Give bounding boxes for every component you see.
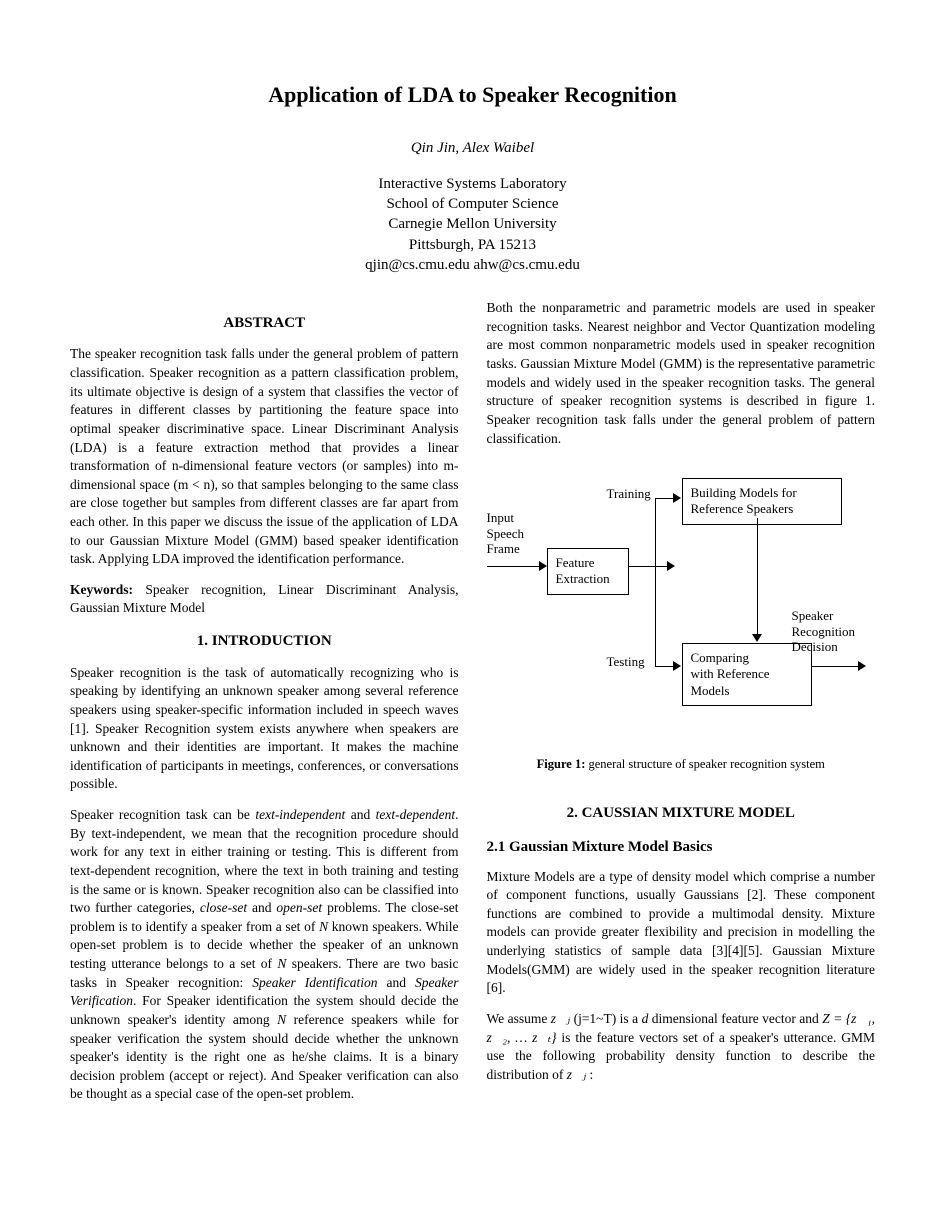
fig-arrow-head [667, 561, 675, 571]
affil-city: Pittsburgh, PA 15213 [70, 235, 875, 255]
fig-arrow-head [752, 634, 762, 642]
figure-1-caption-label: Figure 1: [537, 757, 586, 771]
gmm-p2-c: dimensional feature vector and [648, 1011, 822, 1026]
fig-input-label: Input Speech Frame [487, 510, 542, 557]
gmm-p2: We assume z⃗ⱼ (j=1~T) is a d dimensional… [487, 1010, 876, 1085]
affil-lab: Interactive Systems Laboratory [70, 174, 875, 194]
paper-title: Application of LDA to Speaker Recognitio… [70, 80, 875, 110]
affil-university: Carnegie Mellon University [70, 214, 875, 234]
intro-p2-d: and [247, 900, 276, 915]
intro-p2-c: . By text-independent, we mean that the … [70, 807, 459, 915]
affil-emails: qjin@cs.cmu.edu ahw@cs.cmu.edu [70, 255, 875, 275]
fig-arrow-line [655, 498, 675, 499]
figure-1-caption-text: general structure of speaker recognition… [585, 757, 825, 771]
gmm-p2-b: (j=1~T) is a [570, 1011, 641, 1026]
intro-p2-os: open-set [276, 900, 322, 915]
right-column: Both the nonparametric and parametric mo… [487, 299, 876, 1116]
gmm-p2-zj2: z⃗ⱼ [567, 1067, 586, 1082]
content-columns: ABSTRACT The speaker recognition task fa… [70, 299, 875, 1116]
paper-authors: Qin Jin, Alex Waibel [70, 138, 875, 158]
fig-arrow-line [812, 666, 860, 667]
figure-1: Input Speech Frame Training Building Mod… [487, 468, 876, 773]
intro-p2-n3: N [277, 1012, 286, 1027]
fig-output-label: Speaker Recognition Decision [792, 608, 882, 655]
gmm-p1: Mixture Models are a type of density mod… [487, 868, 876, 998]
section-1-heading: 1. INTRODUCTION [70, 631, 459, 651]
left-column: ABSTRACT The speaker recognition task fa… [70, 299, 459, 1116]
affil-school: School of Computer Science [70, 194, 875, 214]
fig-arrow-line [655, 566, 656, 666]
keywords-label: Keywords: [70, 582, 133, 597]
intro-p2-td: text-dependent [376, 807, 455, 822]
intro-p2-a: Speaker recognition task can be [70, 807, 255, 822]
fig-arrow-line [487, 566, 539, 567]
keywords: Keywords: Speaker recognition, Linear Di… [70, 581, 459, 617]
fig-arrow-line [655, 666, 675, 667]
fig-arrow-line [757, 518, 758, 636]
section-2-heading: 2. CAUSSIAN MIXTURE MODEL [487, 803, 876, 823]
gmm-p2-a: We assume [487, 1011, 551, 1026]
abstract-text: The speaker recognition task falls under… [70, 345, 459, 569]
fig-arrow-line [655, 498, 656, 566]
col2-p1: Both the nonparametric and parametric mo… [487, 299, 876, 448]
intro-p2: Speaker recognition task can be text-ind… [70, 806, 459, 1104]
fig-arrow-line [629, 566, 669, 567]
intro-p2-h: and [378, 975, 416, 990]
gmm-p2-f: : [586, 1067, 593, 1082]
fig-arrow-head [858, 661, 866, 671]
intro-p2-si: Speaker Identification [252, 975, 377, 990]
section-2-1-heading: 2.1 Gaussian Mixture Model Basics [487, 837, 876, 857]
fig-testing-label: Testing [607, 654, 645, 670]
intro-p2-cs: close-set [200, 900, 247, 915]
fig-arrow-head [539, 561, 547, 571]
abstract-heading: ABSTRACT [70, 313, 459, 333]
intro-p2-n1: N [319, 919, 328, 934]
intro-p2-b: and [345, 807, 375, 822]
fig-arrow-head [673, 493, 681, 503]
figure-1-diagram: Input Speech Frame Training Building Mod… [487, 468, 867, 748]
intro-p2-ti: text-independent [255, 807, 345, 822]
fig-training-label: Training [607, 486, 651, 502]
figure-1-caption: Figure 1: general structure of speaker r… [487, 756, 876, 773]
fig-arrow-head [673, 661, 681, 671]
paper-affiliation: Interactive Systems Laboratory School of… [70, 174, 875, 275]
fig-build-box: Building Models for Reference Speakers [682, 478, 842, 525]
fig-feature-box: Feature Extraction [547, 548, 629, 595]
intro-p1: Speaker recognition is the task of autom… [70, 664, 459, 794]
gmm-p2-zj: z⃗ⱼ [551, 1011, 570, 1026]
